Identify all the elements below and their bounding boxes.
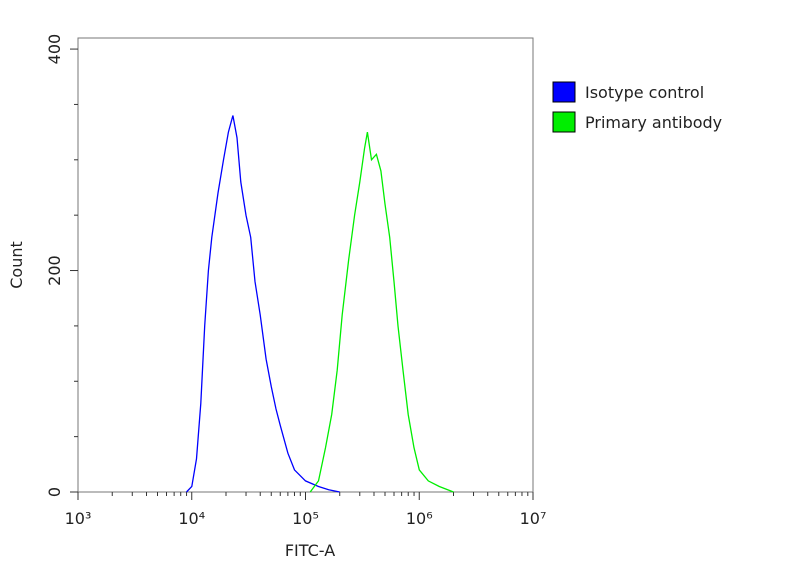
x-tick-label: 10⁷: [520, 509, 547, 528]
x-tick-label: 10³: [65, 509, 92, 528]
plot-frame: [77, 37, 534, 493]
y-tick-label: 200: [45, 255, 64, 286]
x-tick-label: 10⁴: [178, 509, 205, 528]
y-tick-label: 400: [45, 34, 64, 65]
x-tick-label: 10⁶: [406, 509, 433, 528]
legend-swatch: [552, 111, 576, 133]
x-axis-label: FITC-A: [285, 541, 335, 560]
histogram-line: [186, 115, 340, 493]
y-tick-label: 0: [45, 487, 64, 497]
legend-label: Isotype control: [585, 83, 704, 102]
legend-swatch: [552, 81, 576, 103]
y-axis-label: Count: [7, 241, 26, 289]
x-tick-label: 10⁵: [292, 509, 319, 528]
legend-label: Primary antibody: [585, 113, 722, 132]
histogram-line: [309, 131, 454, 493]
